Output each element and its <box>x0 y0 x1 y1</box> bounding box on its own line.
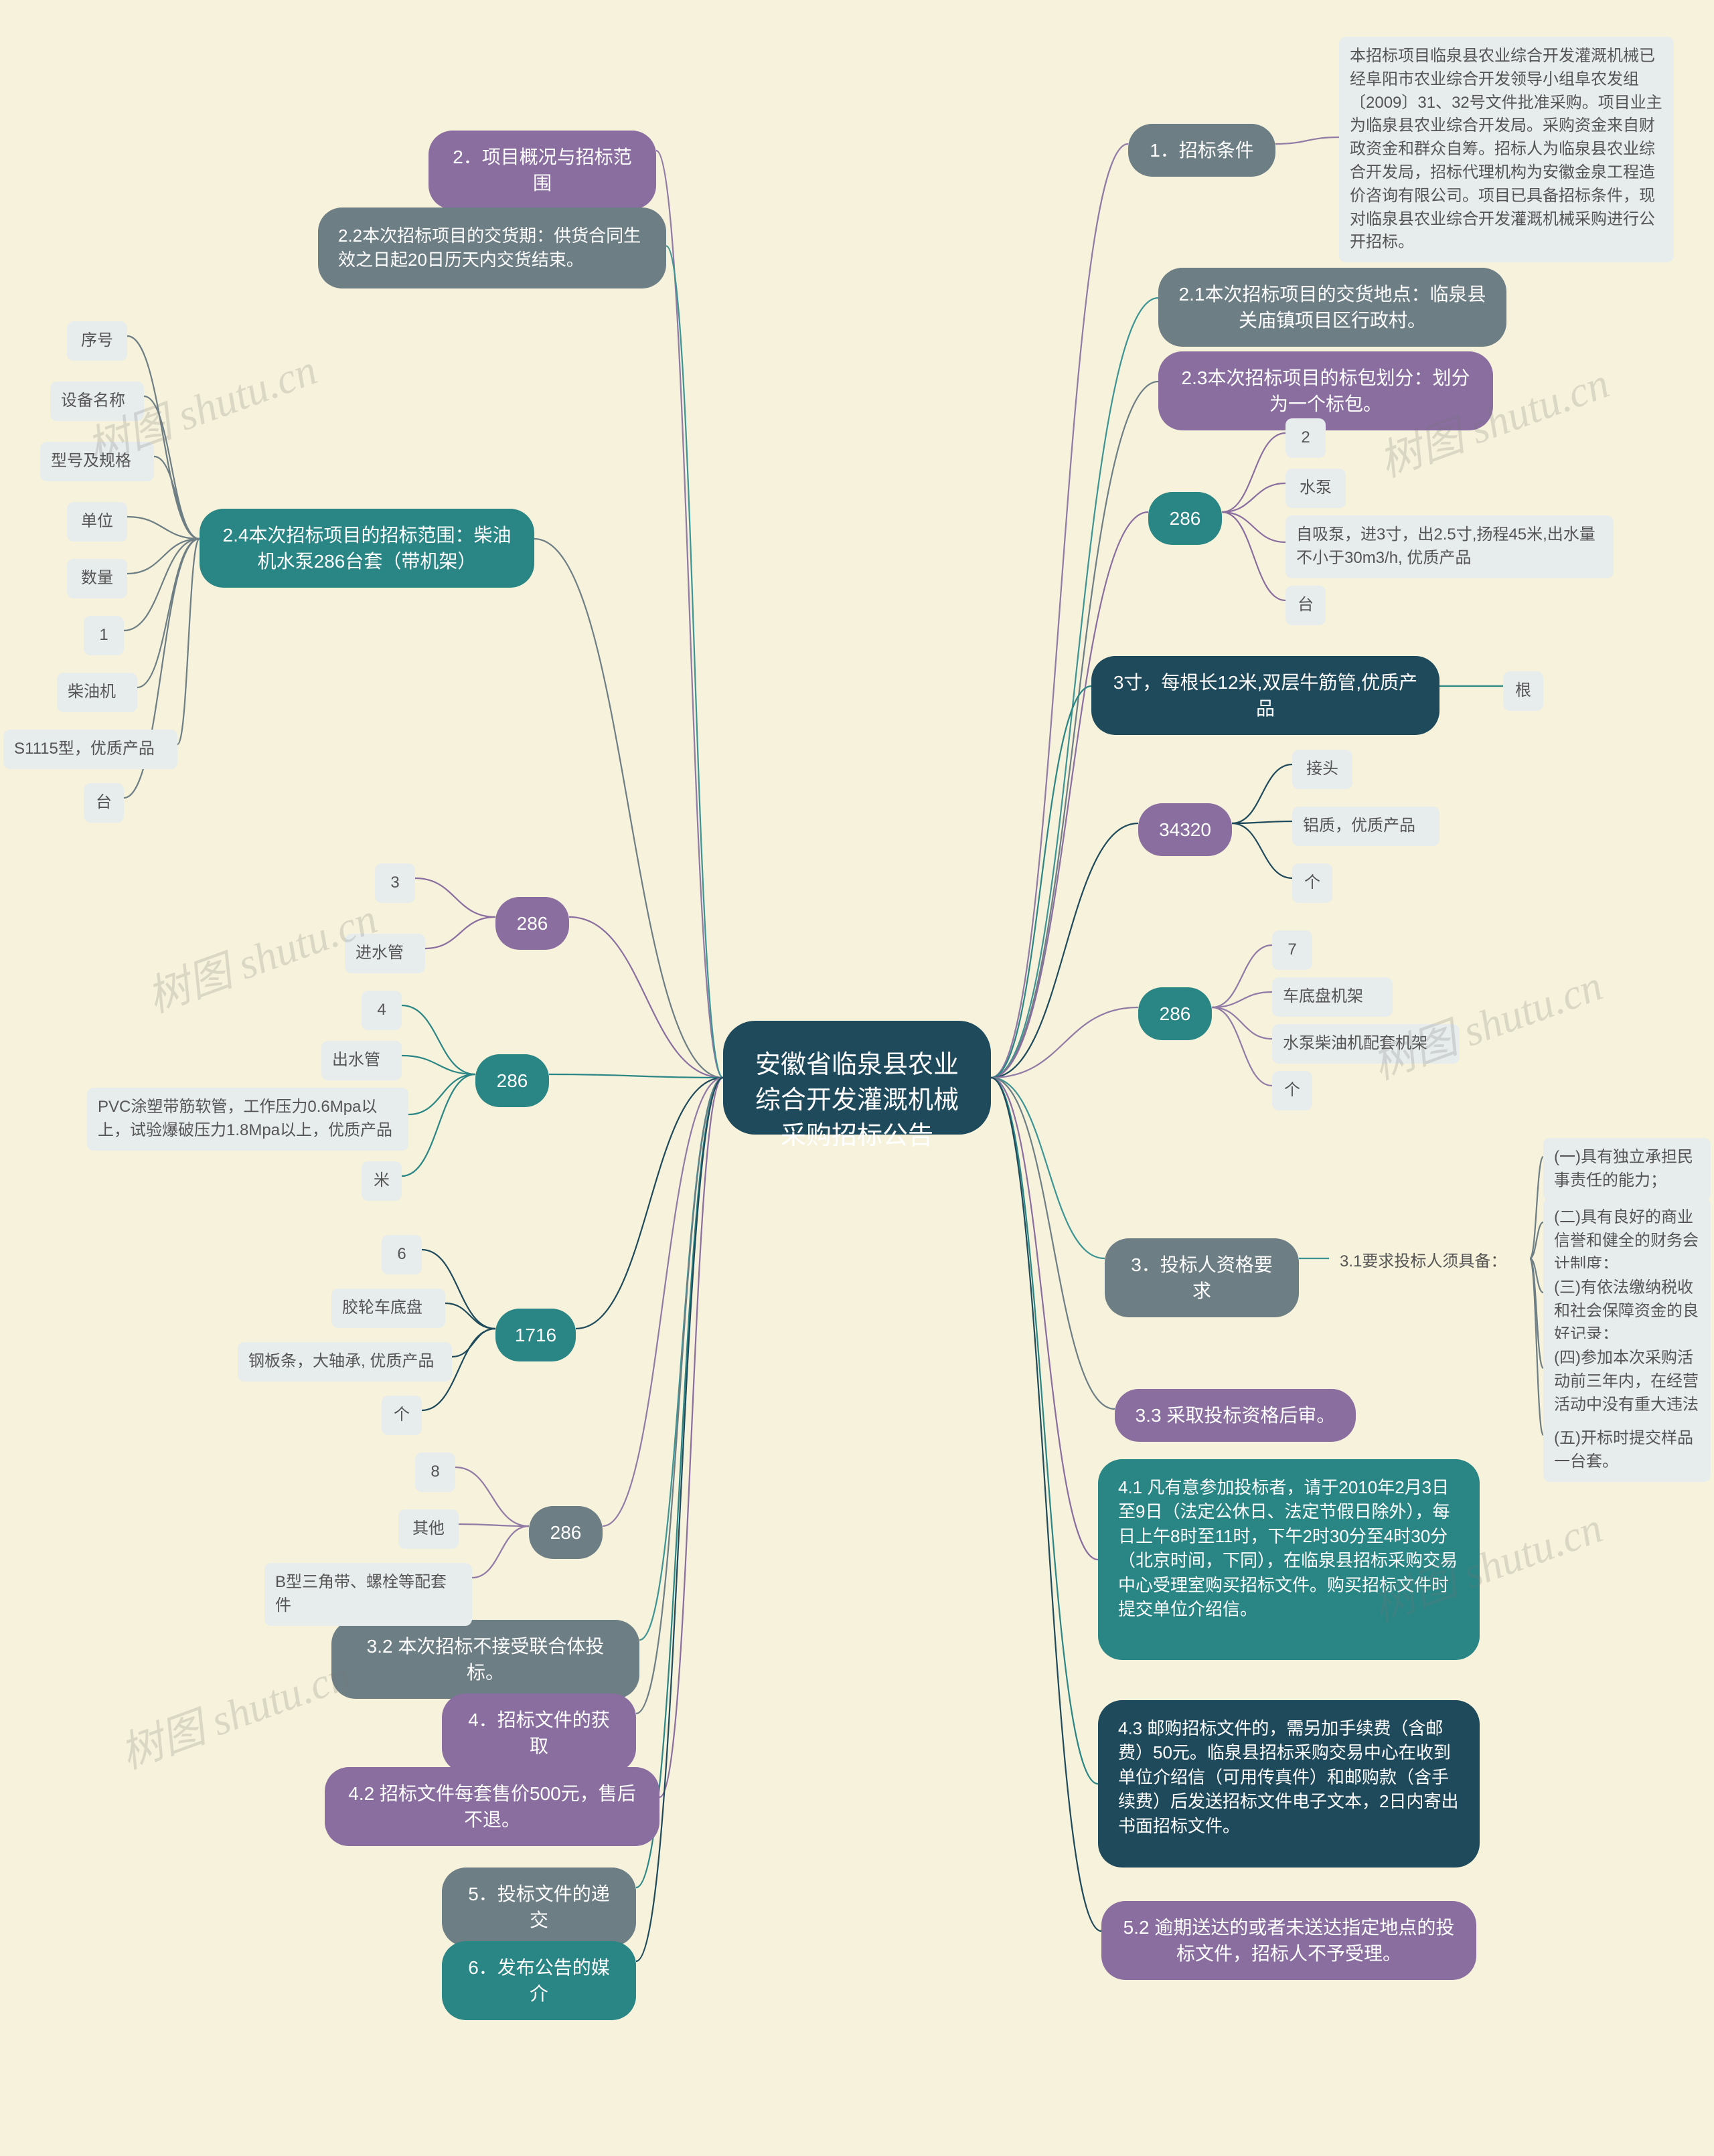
left-leaf-20: 其他 <box>398 1509 459 1549</box>
watermark-0: 树图 shutu.cn <box>77 335 324 475</box>
left-node-l5: 5．投标文件的递交 <box>442 1868 636 1946</box>
right-leaf-3: 自吸泵，进3寸，出2.5寸,扬程45米,出水量不小于30m3/h, 优质产品 <box>1286 515 1614 578</box>
right-leaf-0: 本招标项目临泉县农业综合开发灌溉机械已经阜阳市农业综合开发领导小组阜农发组〔20… <box>1339 37 1674 262</box>
left-leaf-7: S1115型，优质产品 <box>3 730 177 769</box>
left-leaf-11: 4 <box>362 991 402 1030</box>
left-node-l286d: 286 <box>475 1054 549 1107</box>
right-leaf-15: (二)具有良好的商业信誉和健全的财务会计制度； <box>1543 1198 1711 1284</box>
watermark-3: 树图 shutu.cn <box>1362 951 1610 1091</box>
left-leaf-5: 1 <box>84 616 124 655</box>
left-leaf-15: 6 <box>382 1235 422 1274</box>
right-leaf-17: (四)参加本次采购活动前三年内，在经营活动中没有重大违法记录； <box>1543 1339 1711 1448</box>
right-node-r34320: 34320 <box>1138 803 1232 856</box>
right-node-r3: 3．投标人资格要求 <box>1105 1238 1299 1317</box>
left-leaf-13: PVC涂塑带筋软管，工作压力0.6Mpa以上，试验爆破压力1.8Mpa以上，优质… <box>87 1088 408 1151</box>
left-node-l2: 2．项目概况与招标范围 <box>428 131 656 210</box>
right-node-r41: 4.1 凡有意参加投标者，请于2010年2月3日至9日（法定公休日、法定节假日除… <box>1098 1459 1480 1660</box>
right-node-r52: 5.2 逾期送达的或者未送达指定地点的投标文件，招标人不予受理。 <box>1101 1901 1476 1980</box>
left-leaf-4: 数量 <box>67 559 127 598</box>
left-leaf-2: 型号及规格 <box>40 442 154 481</box>
right-leaf-7: 铝质，优质产品 <box>1292 807 1439 846</box>
right-leaf-12: 个 <box>1272 1071 1312 1110</box>
left-leaf-12: 出水管 <box>321 1041 402 1080</box>
left-node-l286e: 286 <box>529 1506 603 1559</box>
right-leaf-8: 个 <box>1292 863 1332 903</box>
left-leaf-14: 米 <box>362 1161 402 1201</box>
right-leaf-5: 根 <box>1503 671 1543 711</box>
watermark-1: 树图 shutu.cn <box>1369 349 1616 489</box>
right-node-r2c: 2.3本次招标项目的标包划分：划分为一个标包。 <box>1158 351 1493 430</box>
left-leaf-17: 钢板条，大轴承, 优质产品 <box>238 1342 452 1382</box>
right-node-r1: 1．招标条件 <box>1128 124 1275 177</box>
right-leaf-2: 水泵 <box>1286 469 1346 508</box>
left-leaf-8: 台 <box>84 783 124 823</box>
right-leaf-16: (三)有依法缴纳税收和社会保障资金的良好记录； <box>1543 1268 1711 1354</box>
right-node-r3cun: 3寸，每根长12米,双层牛筋管,优质产品 <box>1091 656 1439 735</box>
right-node-r286a: 286 <box>1148 492 1222 545</box>
left-node-l24: 2.4本次招标项目的招标范围：柴油机水泵286台套（带机架） <box>200 509 534 588</box>
right-node-r286b: 286 <box>1138 987 1212 1040</box>
left-leaf-10: 进水管 <box>345 934 425 973</box>
left-node-l32: 3.2 本次招标不接受联合体投标。 <box>331 1620 639 1699</box>
right-leaf-6: 接头 <box>1292 750 1352 789</box>
left-leaf-3: 单位 <box>67 502 127 542</box>
left-leaf-21: B型三角带、螺栓等配套件 <box>264 1563 472 1626</box>
watermark-4: 树图 shutu.cn <box>1362 1493 1610 1633</box>
right-leaf-18: (五)开标时提交样品一台套。 <box>1543 1419 1711 1482</box>
left-leaf-1: 设备名称 <box>50 382 144 421</box>
left-node-l4: 4．招标文件的获取 <box>442 1693 636 1772</box>
right-leaf-9: 7 <box>1272 930 1312 970</box>
left-leaf-19: 8 <box>415 1453 455 1492</box>
right-node-r43: 4.3 邮购招标文件的，需另加手续费（含邮费）50元。临泉县招标采购交易中心在收… <box>1098 1700 1480 1868</box>
left-node-l42: 4.2 招标文件每套售价500元，售后不退。 <box>325 1767 659 1846</box>
left-node-l1716: 1716 <box>495 1309 576 1361</box>
left-leaf-16: 胶轮车底盘 <box>331 1289 445 1328</box>
right-leaf-13: 3.1要求投标人须具备： <box>1329 1242 1530 1282</box>
right-leaf-14: (一)具有独立承担民事责任的能力； <box>1543 1138 1711 1201</box>
watermark-5: 树图 shutu.cn <box>110 1641 358 1780</box>
root-node: 安徽省临泉县农业综合开发灌溉机械采购招标公告 <box>723 1021 991 1135</box>
left-leaf-18: 个 <box>382 1396 422 1435</box>
watermark-2: 树图 shutu.cn <box>137 884 384 1024</box>
right-leaf-10: 车底盘机架 <box>1272 977 1393 1017</box>
right-leaf-4: 台 <box>1286 586 1326 625</box>
right-leaf-11: 水泵柴油机配套机架 <box>1272 1024 1460 1064</box>
left-node-l22: 2.2本次招标项目的交货期：供货合同生效之日起20日历天内交货结束。 <box>318 208 666 288</box>
right-node-r33: 3.3 采取投标资格后审。 <box>1115 1389 1356 1442</box>
right-leaf-1: 2 <box>1286 418 1326 458</box>
left-leaf-6: 柴油机 <box>57 673 137 712</box>
left-node-l286c: 286 <box>495 897 569 950</box>
left-leaf-0: 序号 <box>67 321 127 361</box>
left-leaf-9: 3 <box>375 863 415 903</box>
left-node-l6: 6．发布公告的媒介 <box>442 1941 636 2020</box>
right-node-r2a: 2.1本次招标项目的交货地点：临泉县关庙镇项目区行政村。 <box>1158 268 1506 347</box>
